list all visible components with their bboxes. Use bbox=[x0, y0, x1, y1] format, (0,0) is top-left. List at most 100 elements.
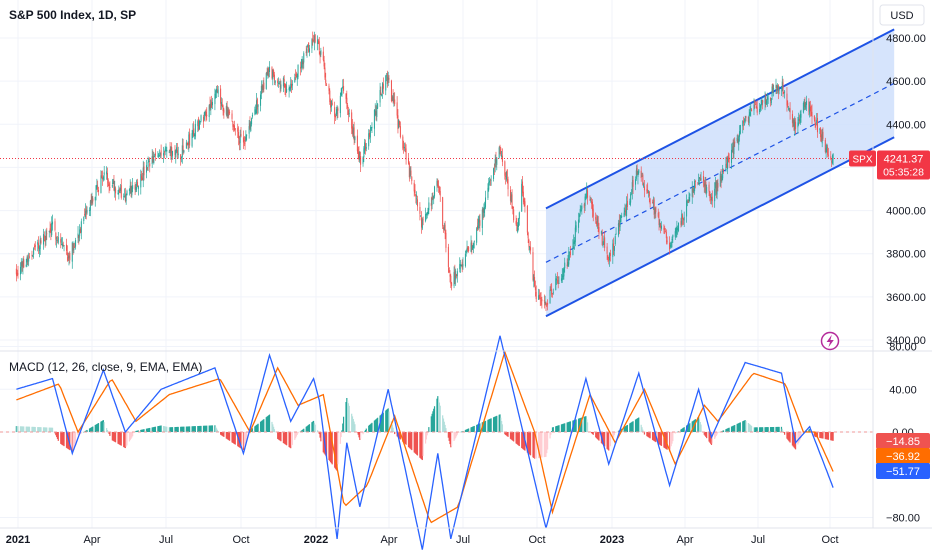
candle-body bbox=[493, 168, 495, 179]
time-tick-label: Apr bbox=[380, 534, 397, 546]
candle-body bbox=[368, 133, 370, 147]
candle-body bbox=[792, 119, 794, 123]
histogram-bar bbox=[473, 425, 475, 432]
candle-body bbox=[300, 67, 302, 69]
histogram-bar bbox=[682, 427, 684, 432]
candle-body bbox=[830, 156, 832, 159]
histogram-bar bbox=[549, 432, 551, 439]
candle-body bbox=[824, 139, 826, 153]
bar-countdown: 05:35:28 bbox=[883, 167, 924, 179]
candle-body bbox=[278, 83, 280, 84]
histogram-bar bbox=[17, 426, 19, 432]
candle-body bbox=[442, 227, 444, 230]
candle-body bbox=[660, 224, 662, 228]
candle-body bbox=[210, 103, 212, 110]
histogram-bar bbox=[19, 426, 22, 432]
candle-body bbox=[809, 104, 811, 114]
candle-body bbox=[89, 210, 91, 211]
lightning-icon[interactable] bbox=[820, 331, 840, 351]
channel-upper-line[interactable] bbox=[545, 28, 895, 210]
histogram-bar bbox=[136, 430, 138, 432]
candle-body bbox=[311, 39, 313, 49]
candle-body bbox=[33, 248, 35, 255]
histogram-bar bbox=[832, 432, 834, 441]
histogram-bar bbox=[529, 432, 531, 455]
histogram-bar bbox=[375, 419, 377, 432]
histogram-bar bbox=[95, 424, 97, 432]
candle-body bbox=[476, 225, 478, 230]
candle-body bbox=[636, 168, 638, 176]
histogram-bar bbox=[742, 420, 745, 432]
candle-body bbox=[674, 231, 676, 237]
candle-body bbox=[759, 105, 761, 110]
candle-body bbox=[467, 247, 469, 249]
candle-body bbox=[688, 196, 690, 201]
histogram-bar bbox=[827, 432, 830, 440]
candle-body bbox=[596, 221, 598, 225]
channel-median-line[interactable] bbox=[545, 82, 895, 263]
histogram-bar bbox=[153, 427, 155, 432]
candle-body bbox=[505, 171, 507, 180]
histogram-bar bbox=[728, 427, 730, 432]
histogram-bar bbox=[584, 416, 586, 432]
histogram-bar bbox=[450, 432, 452, 448]
histogram-bar bbox=[552, 427, 554, 432]
candle-body bbox=[221, 104, 223, 107]
histogram-bar bbox=[399, 432, 401, 440]
histogram-bar bbox=[364, 431, 366, 432]
candle-body bbox=[404, 149, 406, 151]
histogram-bar bbox=[420, 432, 422, 459]
histogram-bar bbox=[33, 426, 36, 432]
candle-body bbox=[353, 127, 355, 141]
currency-button[interactable] bbox=[879, 4, 925, 26]
candle-body bbox=[56, 239, 58, 241]
candle-body bbox=[434, 186, 436, 197]
histogram-bar bbox=[415, 432, 417, 454]
histogram-bar bbox=[96, 424, 98, 432]
histogram-bar bbox=[624, 426, 626, 432]
candle-body bbox=[568, 251, 570, 265]
candle-body bbox=[501, 155, 503, 162]
histogram-bar bbox=[183, 426, 185, 432]
histogram-bar bbox=[411, 432, 413, 451]
histogram-bar bbox=[185, 426, 187, 432]
histogram-bar bbox=[215, 428, 218, 432]
histogram-bar bbox=[608, 432, 610, 451]
candle-body bbox=[816, 119, 818, 123]
histogram-bar bbox=[698, 416, 700, 432]
candle-body bbox=[632, 179, 634, 187]
histogram-bar bbox=[237, 432, 239, 447]
histogram-bar bbox=[360, 432, 362, 439]
histogram-bar bbox=[388, 411, 390, 432]
histogram-bar bbox=[100, 421, 102, 432]
candle-body bbox=[374, 110, 376, 112]
candle-body bbox=[755, 104, 757, 106]
candle-body bbox=[613, 243, 615, 250]
candle-body bbox=[652, 201, 654, 204]
candle-body bbox=[267, 68, 269, 76]
candle-body bbox=[797, 122, 799, 128]
histogram-bar bbox=[680, 429, 682, 432]
histogram-bar bbox=[426, 432, 428, 436]
candle-body bbox=[66, 244, 68, 251]
histogram-bar bbox=[615, 432, 617, 433]
histogram-bar bbox=[322, 432, 324, 453]
candle-body bbox=[334, 115, 336, 118]
candle-body bbox=[402, 136, 404, 149]
candle-body bbox=[382, 83, 384, 93]
histogram-bar bbox=[290, 432, 293, 447]
histogram-bar bbox=[27, 426, 29, 432]
histogram-bar bbox=[371, 422, 373, 432]
histogram-bar bbox=[575, 419, 577, 432]
histogram-bar bbox=[22, 426, 24, 432]
candle-body bbox=[504, 161, 506, 176]
candle-body bbox=[723, 169, 725, 171]
candle-body bbox=[297, 65, 299, 78]
channel-lower-line[interactable] bbox=[545, 136, 895, 318]
candle-body bbox=[77, 233, 79, 239]
histogram-bar bbox=[318, 432, 320, 434]
histogram-bar bbox=[314, 424, 316, 432]
histogram-bar bbox=[227, 432, 229, 440]
candle-body bbox=[776, 86, 778, 88]
